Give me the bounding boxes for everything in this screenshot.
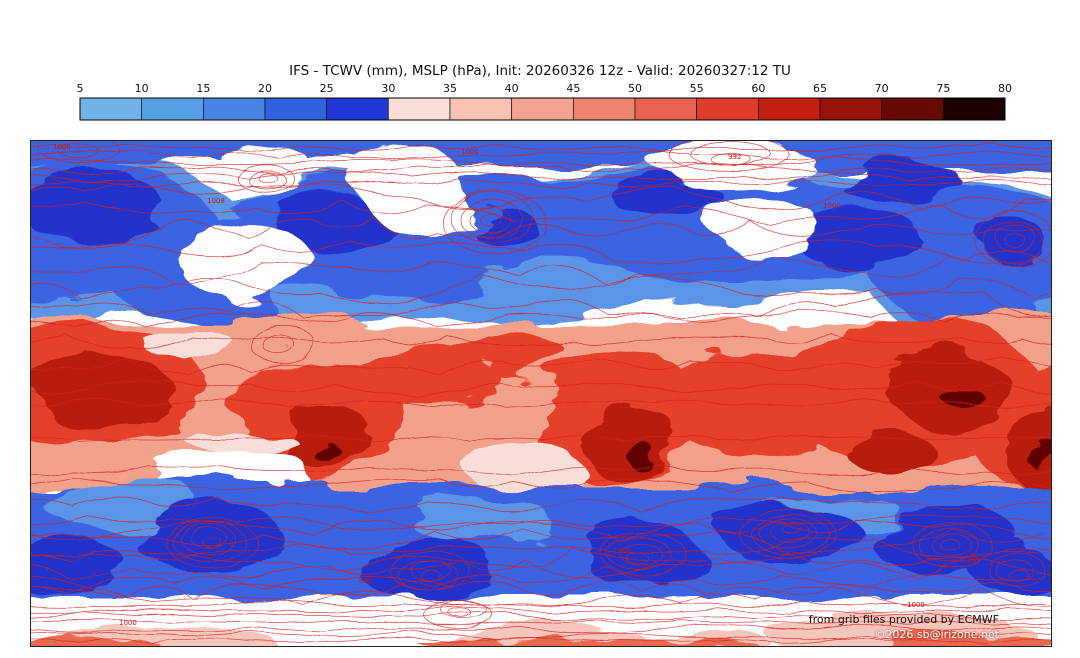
colorbar-tick: 45	[566, 82, 580, 95]
colorbar-tick: 75	[936, 82, 950, 95]
mslp-labels: 1000 1000 992 1008 1000 1000 996 992 100…	[53, 143, 980, 627]
colorbar-segment	[572, 97, 636, 121]
chart-title: IFS - TCWV (mm), MSLP (hPa), Init: 20260…	[289, 63, 791, 79]
colorbar: 5 10 15 20 25 30 35 40 45 50 55 60 65 70…	[77, 82, 1013, 121]
pressure-label: 992	[967, 557, 980, 565]
mslp-contours	[31, 141, 1051, 646]
pressure-label: 996	[359, 577, 373, 585]
colorbar-segment	[387, 97, 451, 121]
pressure-label: 1000	[461, 148, 479, 156]
colorbar-tick: 50	[628, 82, 642, 95]
tcwv-southern-band	[31, 479, 1051, 605]
colorbar-tick: 20	[258, 82, 272, 95]
colorbar-segment	[696, 97, 759, 121]
colorbar-segment	[264, 97, 328, 121]
colorbar-segment	[881, 97, 944, 121]
colorbar-tick: 55	[690, 82, 704, 95]
colorbar-segment	[819, 97, 883, 121]
colorbar-tick: 60	[751, 82, 765, 95]
pressure-label: 1000	[907, 601, 925, 609]
colorbar-segment	[202, 97, 266, 121]
colorbar-tick: 40	[505, 82, 519, 95]
colorbar-segment	[942, 97, 1006, 121]
colorbar-segment	[511, 97, 574, 121]
colorbar-segment	[449, 97, 513, 121]
tcwv-tropical-band	[31, 318, 1051, 528]
world-map: 1000 1000 992 1008 1000 1000 996 992 100…	[30, 140, 1052, 647]
colorbar-tick: 15	[196, 82, 210, 95]
colorbar-segment	[757, 97, 821, 121]
colorbar-tick: 10	[135, 82, 149, 95]
colorbar-frame	[79, 97, 1006, 121]
colorbar-segments	[79, 97, 1006, 121]
colorbar-tick: 30	[381, 82, 395, 95]
colorbar-tick: 80	[998, 82, 1012, 95]
pressure-label: 1000	[119, 619, 137, 627]
ecmwf-credit: from grib files provided by ECMWF	[808, 613, 999, 626]
colorbar-ticks: 5 10 15 20 25 30 35 40 45 50 55 60 65 70…	[77, 82, 1013, 95]
pressure-label: 1000	[613, 547, 631, 555]
colorbar-tick: 5	[77, 82, 84, 95]
tcwv-mslp-map: 1000 1000 992 1008 1000 1000 996 992 100…	[31, 141, 1051, 646]
copyright-text: ©2026 sb@irizone.net	[874, 628, 999, 641]
pressure-label: 1000	[53, 143, 71, 151]
pressure-label: 1000	[823, 202, 841, 210]
pressure-label: 1008	[207, 197, 225, 205]
colorbar-tick: 25	[320, 82, 334, 95]
pressure-label: 992	[728, 153, 741, 161]
colorbar-segment	[141, 97, 204, 121]
colorbar-tick: 65	[813, 82, 827, 95]
colorbar-segment	[326, 97, 389, 121]
colorbar-tick: 35	[443, 82, 457, 95]
colorbar-tick: 70	[875, 82, 889, 95]
colorbar-segment	[79, 97, 143, 121]
colorbar-segment	[634, 97, 698, 121]
